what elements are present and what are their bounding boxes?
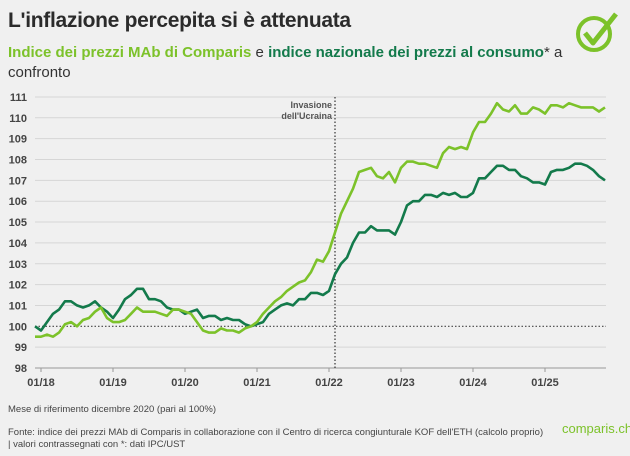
x-tick-label: 01/21 xyxy=(243,377,271,389)
subtitle-tail: * a confronto xyxy=(8,44,563,81)
chart-subtitle: Indice dei prezzi MAb di Comparis e indi… xyxy=(8,43,568,83)
line-chart: 98 99 100 101 102 103 104 105 106 107 108 109 110 111… xyxy=(9,92,606,389)
series-line-cpi xyxy=(34,162,606,332)
y-tick-label: 104 xyxy=(9,238,28,250)
y-tick-label: 99 xyxy=(15,342,27,354)
y-tick-label: 103 xyxy=(9,259,27,271)
x-tick-label: 01/22 xyxy=(315,377,343,389)
y-tick-label: 100 xyxy=(9,321,27,333)
y-tick-label: 109 xyxy=(9,134,27,146)
source-note: Fonte: indice dei prezzi MAb di Comparis… xyxy=(8,427,544,450)
y-tick-label: 107 xyxy=(9,175,27,187)
brand-logo: comparis.ch xyxy=(562,421,630,436)
y-tick-label: 110 xyxy=(9,113,27,125)
subtitle-connector: e xyxy=(251,44,269,61)
series-line-comparis xyxy=(35,101,606,338)
y-tick-label: 98 xyxy=(15,363,27,375)
y-tick-label: 105 xyxy=(9,217,27,229)
y-tick-label: 106 xyxy=(9,196,27,208)
x-tick-label: 01/25 xyxy=(531,377,559,389)
y-tick-label: 101 xyxy=(9,300,27,312)
x-tick-label: 01/23 xyxy=(387,377,415,389)
y-tick-label: 111 xyxy=(10,92,27,104)
x-tick-label: 01/20 xyxy=(171,377,199,389)
x-tick-label: 01/19 xyxy=(99,377,127,389)
reference-note: Mese di riferimento dicembre 2020 (pari … xyxy=(8,404,217,415)
y-tick-label: 108 xyxy=(9,155,27,167)
page-title: L'inflazione percepita si è attenuata xyxy=(8,9,351,32)
annotation-label: dell'Ucraina xyxy=(281,111,333,121)
y-tick-label: 102 xyxy=(9,280,27,292)
x-tick-label: 01/18 xyxy=(27,377,55,389)
legend-comparis: Indice dei prezzi MAb di Comparis xyxy=(8,44,252,61)
x-tick-label: 01/24 xyxy=(459,377,487,389)
legend-cpi: indice nazionale dei prezzi al consumo xyxy=(268,44,544,61)
annotation-label: Invasione xyxy=(290,100,332,110)
check-circle-icon xyxy=(576,12,618,52)
